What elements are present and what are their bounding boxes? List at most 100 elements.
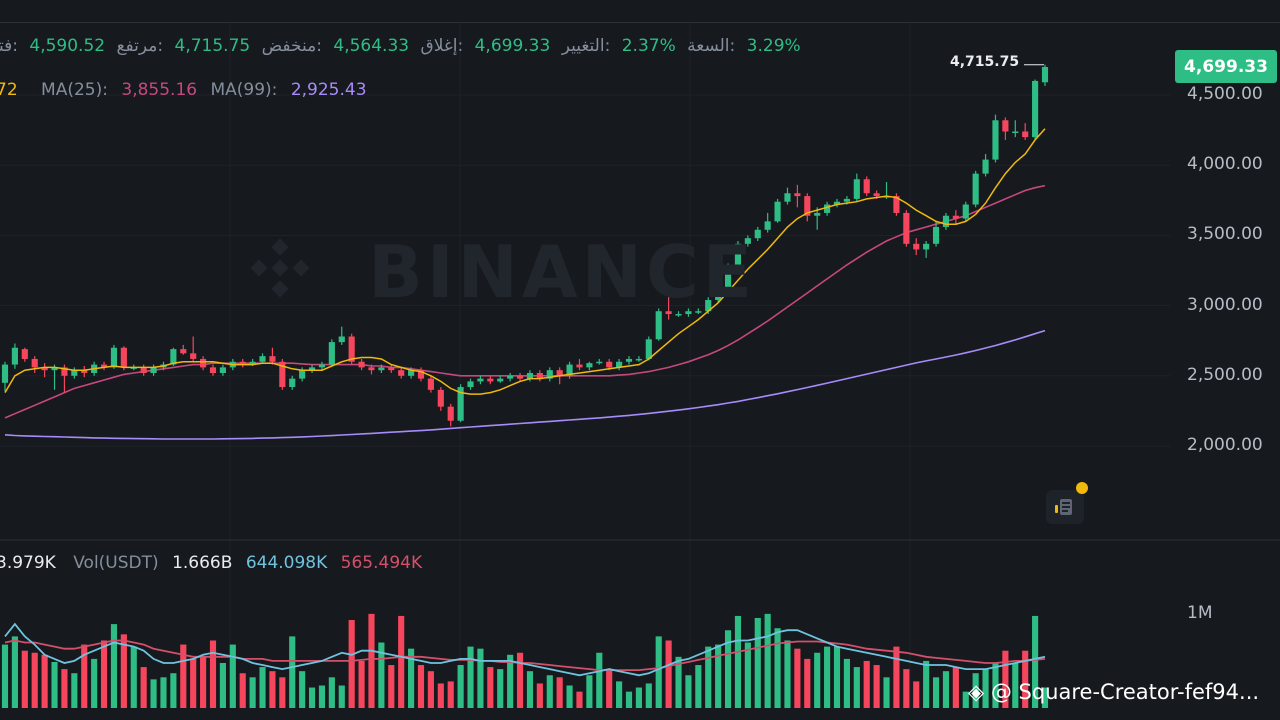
volume-bar	[467, 646, 474, 708]
volume-bar	[249, 677, 256, 708]
candle-body	[744, 238, 751, 244]
volume-bar	[1002, 650, 1009, 708]
volume-bar	[942, 671, 950, 708]
volume-bar	[71, 673, 78, 708]
volume-bar	[695, 665, 702, 708]
candle-body	[1012, 131, 1019, 134]
volume-bar	[408, 648, 415, 708]
volume-bar	[824, 646, 831, 708]
volume-bar	[308, 687, 316, 708]
volume-bar	[130, 646, 137, 708]
ma25-value: 3,855.16	[121, 80, 198, 100]
volume-bar	[883, 677, 890, 708]
candle-body	[952, 215, 959, 219]
volume-bar	[932, 677, 940, 708]
volume-bar	[794, 648, 801, 708]
ma99-line	[4, 329, 1046, 440]
candle-body	[923, 243, 930, 250]
candle-body	[625, 358, 633, 362]
volume-bar	[190, 658, 197, 708]
candle-body	[31, 358, 38, 368]
volume-bar	[239, 673, 246, 708]
volume-bar	[41, 654, 48, 708]
candle-body	[853, 179, 860, 199]
volume-info-bar: 3.979K Vol(USDT) 1.666B 644.098K 565.494…	[0, 553, 430, 577]
amplitude-label: السعة:	[687, 36, 736, 56]
volume-bar	[11, 636, 18, 708]
volume-usdt-value: 1.666B	[172, 553, 233, 573]
volume-bar	[338, 685, 345, 708]
top-toolbar	[0, 0, 1280, 23]
ma7-line	[4, 128, 1046, 395]
volume-ma5-value: 644.098K	[245, 553, 328, 573]
price-tick-label: 4,000.00	[1187, 154, 1263, 175]
candle-body	[427, 378, 434, 390]
volume-bar	[566, 685, 573, 708]
candle-body	[200, 358, 207, 368]
volume-bar	[715, 644, 722, 708]
volume-bar	[140, 667, 147, 708]
volume-bar	[209, 640, 217, 708]
candle-body	[764, 221, 771, 230]
watermark-text: BINANCE	[368, 230, 756, 314]
volume-bar	[150, 679, 157, 708]
volume-bar	[923, 660, 930, 708]
volume-bar	[705, 646, 712, 708]
candle-body	[536, 372, 543, 379]
candle-body	[546, 370, 553, 379]
creator-name: @ Square-Creator-fef94...	[990, 680, 1260, 704]
candle-body	[299, 370, 306, 379]
candle-body	[81, 370, 88, 373]
volume-bar	[1032, 615, 1039, 708]
candle-body	[516, 375, 524, 379]
ma7-value: 72	[0, 80, 18, 100]
candle-body	[120, 347, 127, 368]
price-tick-label: 4,500.00	[1187, 84, 1263, 104]
candle-body	[249, 361, 256, 365]
candle-body	[616, 361, 623, 368]
low-label: منخفض:	[261, 36, 322, 56]
volume-bar	[665, 640, 672, 708]
volume-bar	[596, 652, 603, 708]
volume-bar	[546, 675, 553, 708]
candle-body	[71, 370, 78, 376]
candle-body	[804, 196, 811, 216]
volume-bar	[279, 677, 286, 708]
volume-bar	[853, 667, 860, 708]
high-value: 4,715.75	[174, 36, 251, 56]
candle-body	[724, 266, 732, 289]
volume-ma10-value: 565.494K	[340, 553, 423, 573]
candle-body	[507, 375, 514, 379]
volume-bar	[477, 648, 484, 708]
volume-bar	[635, 687, 642, 708]
volume-bar	[873, 665, 880, 708]
volume-bar	[556, 677, 563, 708]
volume-bar	[21, 650, 28, 708]
ohlc-info-bar: فتح: 4,590.52 مرتفع: 4,715.75 منخفض: 4,5…	[0, 36, 807, 60]
candle-body	[209, 367, 217, 373]
candle-body	[11, 347, 18, 365]
candle-body	[586, 363, 593, 368]
volume-bar	[526, 671, 534, 708]
volume-bar	[833, 646, 841, 708]
volume-bar	[61, 669, 68, 708]
notification-dot	[1076, 482, 1088, 494]
price-tick-label: 3,000.00	[1187, 294, 1263, 315]
candle-body	[675, 314, 682, 316]
candle-body	[41, 367, 48, 371]
volume-ma10-line	[4, 639, 1046, 671]
candle-body	[417, 370, 425, 379]
volume-bar	[952, 667, 959, 708]
volume-bar	[655, 636, 662, 708]
binance-square-icon: ◈	[968, 680, 985, 704]
candle-body	[180, 349, 187, 354]
candle-body	[289, 378, 296, 388]
candle-body	[734, 243, 742, 267]
close-label: إغلاق:	[420, 36, 464, 56]
creator-credit: ◈ @ Square-Creator-fef94...	[968, 680, 1259, 704]
candle-body	[497, 378, 504, 382]
notes-button[interactable]	[1046, 490, 1084, 524]
candle-body	[477, 378, 484, 382]
candle-body	[61, 367, 68, 376]
